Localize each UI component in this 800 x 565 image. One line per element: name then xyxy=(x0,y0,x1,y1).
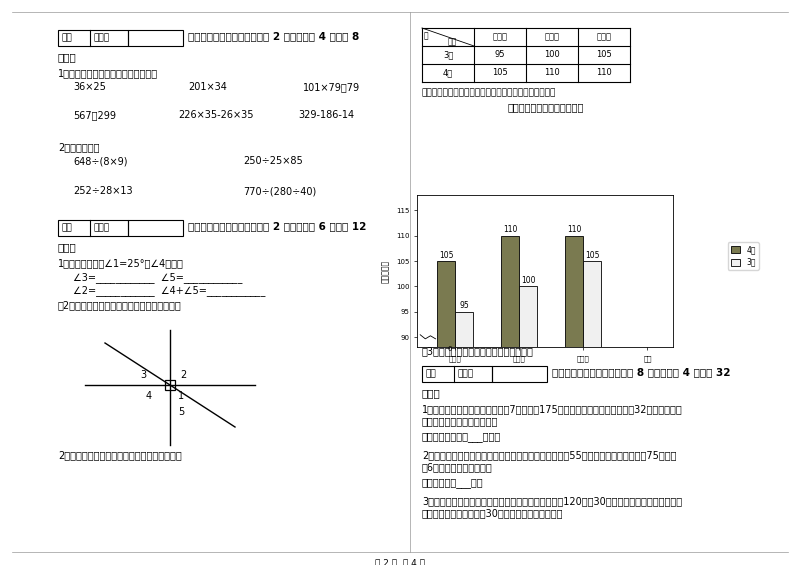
Text: 六、应用知识，解决问题（共 8 小题，每题 4 分，共 32: 六、应用知识，解决问题（共 8 小题，每题 4 分，共 32 xyxy=(552,367,730,377)
Bar xyxy=(502,236,519,565)
Text: 分）．: 分）． xyxy=(58,52,77,62)
Bar xyxy=(58,30,128,46)
Bar xyxy=(519,286,538,565)
Text: 评卷人: 评卷人 xyxy=(458,369,474,378)
Legend: 4月, 3月: 4月, 3月 xyxy=(728,242,758,270)
Text: 105: 105 xyxy=(596,50,612,59)
Bar xyxy=(422,366,492,382)
Text: 110: 110 xyxy=(567,225,582,234)
Text: 252÷28×13: 252÷28×13 xyxy=(73,186,133,196)
Bar xyxy=(566,236,583,565)
Text: 得分: 得分 xyxy=(62,223,73,232)
Text: 五年级: 五年级 xyxy=(545,32,559,41)
Text: 分）．: 分）． xyxy=(422,388,441,398)
Text: 1．一艘轮船从甲港开往乙港，前7小时航行175千米，照这样的速度，再航行32小时才到达乙: 1．一艘轮船从甲港开往乙港，前7小时航行175千米，照这样的速度，再航行32小时… xyxy=(422,404,682,414)
Text: 0: 0 xyxy=(448,346,452,353)
Text: 1．计算下面各题，能简算的要简算．: 1．计算下面各题，能简算的要简算． xyxy=(58,68,158,78)
Text: 226×35-26×35: 226×35-26×35 xyxy=(178,110,254,120)
Y-axis label: 数量（棵）: 数量（棵） xyxy=(382,260,390,282)
Text: （2）3月份3个年级共植树（     ），4月份比3月份多植树（     ）棵．: （2）3月份3个年级共植树（ ），4月份比3月份多植树（ ）棵． xyxy=(422,328,631,338)
Text: 95: 95 xyxy=(494,50,506,59)
Text: 110: 110 xyxy=(544,68,560,77)
Text: 3．新星机床厂计划生产一批机床，如果每天生产机床120台，30天可完成任务，由于改进了生: 3．新星机床厂计划生产一批机床，如果每天生产机床120台，30天可完成任务，由于… xyxy=(422,496,682,506)
Text: 3月: 3月 xyxy=(443,50,453,59)
Text: 五、认真思考，综合能力（共 2 小题，每题 6 分，共 12: 五、认真思考，综合能力（共 2 小题，每题 6 分，共 12 xyxy=(188,221,366,231)
Text: 根据统计表信息完成下面的统计图，并回答下面的问题．: 根据统计表信息完成下面的统计图，并回答下面的问题． xyxy=(422,88,556,97)
Text: （2）通过刚才的解答你发现了什么请写出来？: （2）通过刚才的解答你发现了什么请写出来？ xyxy=(58,300,182,310)
Text: 某小学春季植树情况况统计图: 某小学春季植树情况况统计图 xyxy=(508,102,584,112)
Text: 110: 110 xyxy=(503,225,518,234)
Text: 年级: 年级 xyxy=(448,37,458,46)
Text: 第 2 页  共 4 页: 第 2 页 共 4 页 xyxy=(375,558,425,565)
Text: 105: 105 xyxy=(439,250,454,259)
Bar xyxy=(455,312,474,565)
Text: 2．脱式计算．: 2．脱式计算． xyxy=(58,142,99,152)
Text: 1．如下图：已知∠1=25°，∠4是直角: 1．如下图：已知∠1=25°，∠4是直角 xyxy=(58,258,184,268)
Text: 567－299: 567－299 xyxy=(73,110,116,120)
Text: 得分: 得分 xyxy=(62,33,73,42)
Bar xyxy=(58,220,128,236)
Text: 港，甲乙两港相距多少千米？: 港，甲乙两港相距多少千米？ xyxy=(422,416,498,426)
Text: 月: 月 xyxy=(424,31,429,40)
Bar xyxy=(128,30,183,46)
Text: 101×79－79: 101×79－79 xyxy=(303,82,360,92)
Bar xyxy=(128,220,183,236)
Text: 105: 105 xyxy=(492,68,508,77)
Text: 36×25: 36×25 xyxy=(73,82,106,92)
Text: 2．下面是某小学三个年级植树情况的统计表．: 2．下面是某小学三个年级植树情况的统计表． xyxy=(58,450,182,460)
Text: 得分: 得分 xyxy=(426,369,437,378)
Text: 250÷25×85: 250÷25×85 xyxy=(243,156,302,166)
Text: 329-186-14: 329-186-14 xyxy=(298,110,354,120)
Bar xyxy=(438,261,455,565)
Text: 分）．: 分）． xyxy=(58,242,77,252)
Text: ∠3=____________  ∠5=____________: ∠3=____________ ∠5=____________ xyxy=(73,272,242,283)
Text: ∠2=____________  ∠4+∠5=____________: ∠2=____________ ∠4+∠5=____________ xyxy=(73,285,266,296)
Text: 四、看清题目，细心计算（共 2 小题，每题 4 分，共 8: 四、看清题目，细心计算（共 2 小题，每题 4 分，共 8 xyxy=(188,31,359,41)
Text: 2．小红和小强同时从一地点出发，小红向东走，每分走55米，小强向西走，每分走75米，经: 2．小红和小强同时从一地点出发，小红向东走，每分走55米，小强向西走，每分走75… xyxy=(422,450,677,460)
Bar xyxy=(583,261,602,565)
Bar xyxy=(165,380,175,390)
Text: 评卷人: 评卷人 xyxy=(94,33,110,42)
Text: 4: 4 xyxy=(146,391,152,401)
Text: 产工艺，实际每天多生产30台，多少天可完成任务？: 产工艺，实际每天多生产30台，多少天可完成任务？ xyxy=(422,508,563,518)
Text: 5: 5 xyxy=(178,407,184,417)
Text: 770÷(280÷40): 770÷(280÷40) xyxy=(243,186,316,196)
Text: 100: 100 xyxy=(544,50,560,59)
Text: （3）还能提出哪些问题？试着解决一下．: （3）还能提出哪些问题？试着解决一下． xyxy=(422,346,534,356)
Text: 答：两人相距___米．: 答：两人相距___米． xyxy=(422,478,484,488)
Text: 六年级: 六年级 xyxy=(597,32,611,41)
Text: 过6分，两人相距多少米？: 过6分，两人相距多少米？ xyxy=(422,462,493,472)
Text: 1: 1 xyxy=(178,391,184,401)
Text: 100: 100 xyxy=(521,276,536,285)
Text: 答：甲乙两港相距___千米．: 答：甲乙两港相距___千米． xyxy=(422,432,502,442)
Text: 3: 3 xyxy=(140,370,146,380)
Text: （1）哪个年级春季植树最多？: （1）哪个年级春季植树最多？ xyxy=(422,310,505,320)
Text: 评卷人: 评卷人 xyxy=(94,223,110,232)
Text: 四年级: 四年级 xyxy=(493,32,507,41)
Text: 648÷(8×9): 648÷(8×9) xyxy=(73,156,127,166)
Text: 2: 2 xyxy=(180,370,186,380)
Text: 201×34: 201×34 xyxy=(188,82,227,92)
Text: 110: 110 xyxy=(596,68,612,77)
Bar xyxy=(492,366,547,382)
Text: 105: 105 xyxy=(585,250,600,259)
Text: 95: 95 xyxy=(459,301,470,310)
Text: 4月: 4月 xyxy=(443,68,453,77)
